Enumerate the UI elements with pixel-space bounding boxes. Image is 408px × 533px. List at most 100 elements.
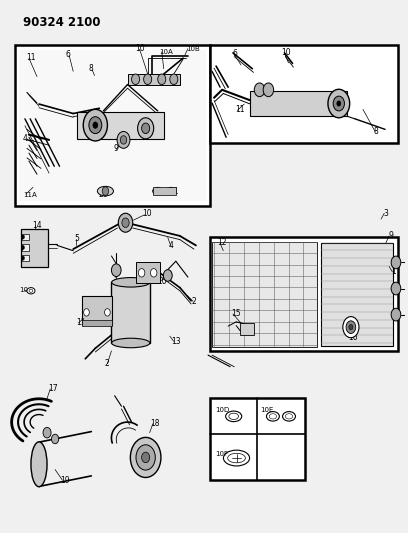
- Circle shape: [111, 264, 121, 277]
- Text: 10c: 10c: [19, 287, 32, 293]
- Text: 19: 19: [60, 475, 70, 484]
- Circle shape: [43, 427, 51, 438]
- Bar: [212, 241, 317, 346]
- Text: 20: 20: [99, 190, 108, 199]
- Text: 10: 10: [135, 44, 145, 53]
- Circle shape: [137, 118, 154, 139]
- Text: 11: 11: [26, 53, 35, 62]
- Text: 11: 11: [76, 318, 86, 327]
- Circle shape: [102, 187, 109, 195]
- Bar: [210, 238, 398, 351]
- Text: 1: 1: [391, 267, 396, 276]
- Text: 21: 21: [170, 187, 179, 196]
- Circle shape: [117, 132, 130, 148]
- Text: 13: 13: [171, 337, 181, 346]
- Ellipse shape: [98, 187, 113, 196]
- Bar: [82, 295, 112, 325]
- Text: 16: 16: [348, 333, 358, 342]
- Text: 90324 2100: 90324 2100: [23, 16, 100, 29]
- Circle shape: [349, 325, 353, 330]
- Text: 10F: 10F: [215, 451, 228, 457]
- Text: 15: 15: [231, 310, 241, 319]
- Text: 10: 10: [142, 209, 152, 218]
- Circle shape: [391, 256, 401, 269]
- Circle shape: [122, 218, 129, 228]
- Text: 10B: 10B: [186, 46, 200, 52]
- Circle shape: [84, 309, 89, 316]
- Text: 2: 2: [191, 297, 196, 306]
- Circle shape: [391, 282, 401, 295]
- Circle shape: [343, 317, 359, 338]
- Circle shape: [142, 123, 150, 134]
- Bar: [111, 282, 150, 343]
- Bar: [153, 188, 176, 195]
- Circle shape: [328, 90, 350, 118]
- Circle shape: [144, 74, 152, 85]
- Bar: [210, 45, 398, 142]
- Text: 9: 9: [113, 144, 118, 153]
- Text: 5: 5: [74, 233, 79, 243]
- Text: 11A: 11A: [24, 192, 38, 198]
- Text: 11: 11: [235, 106, 245, 115]
- Bar: [210, 398, 305, 480]
- Bar: [77, 112, 164, 139]
- Circle shape: [21, 235, 24, 239]
- Circle shape: [21, 245, 24, 249]
- Circle shape: [263, 83, 274, 96]
- Text: 14: 14: [32, 221, 42, 230]
- Circle shape: [138, 269, 145, 277]
- Text: 12: 12: [217, 238, 227, 247]
- Ellipse shape: [153, 188, 163, 195]
- Circle shape: [118, 213, 133, 232]
- Text: 3: 3: [383, 209, 388, 217]
- Bar: [240, 324, 254, 335]
- Ellipse shape: [112, 278, 150, 287]
- Circle shape: [131, 74, 140, 85]
- Text: 10: 10: [157, 277, 167, 286]
- Circle shape: [254, 83, 265, 96]
- Circle shape: [83, 109, 107, 141]
- Circle shape: [151, 269, 157, 277]
- Bar: [22, 255, 29, 261]
- Bar: [19, 50, 206, 200]
- Bar: [135, 262, 160, 284]
- Circle shape: [142, 452, 150, 463]
- Text: 8: 8: [89, 64, 94, 73]
- Ellipse shape: [31, 442, 47, 487]
- Circle shape: [51, 434, 59, 443]
- Bar: [321, 243, 393, 345]
- Bar: [22, 234, 29, 240]
- Text: 4: 4: [23, 134, 28, 143]
- Circle shape: [333, 96, 344, 111]
- Circle shape: [158, 74, 166, 85]
- Circle shape: [163, 270, 172, 281]
- Circle shape: [104, 309, 110, 316]
- Text: 10: 10: [282, 49, 291, 58]
- Circle shape: [337, 101, 341, 106]
- Text: 17: 17: [48, 384, 58, 393]
- Circle shape: [21, 256, 24, 260]
- Bar: [128, 74, 180, 85]
- Circle shape: [346, 321, 356, 334]
- Text: 18: 18: [151, 419, 160, 428]
- Text: 7: 7: [113, 273, 118, 282]
- Circle shape: [120, 136, 127, 144]
- Ellipse shape: [27, 288, 35, 294]
- Text: 9: 9: [388, 231, 393, 240]
- Text: 8: 8: [373, 127, 378, 136]
- Bar: [21, 229, 48, 266]
- Circle shape: [136, 445, 155, 470]
- Circle shape: [391, 308, 401, 321]
- Text: 10D: 10D: [215, 407, 230, 413]
- Circle shape: [89, 117, 102, 134]
- Text: 10A: 10A: [159, 49, 173, 55]
- Bar: [15, 45, 210, 206]
- Text: 10E: 10E: [260, 407, 274, 413]
- Ellipse shape: [112, 338, 150, 348]
- Text: 4: 4: [169, 241, 174, 251]
- Circle shape: [93, 122, 98, 128]
- Text: 6: 6: [232, 50, 237, 59]
- Text: 6: 6: [65, 50, 70, 59]
- Text: 2: 2: [104, 359, 109, 368]
- Bar: [82, 320, 112, 326]
